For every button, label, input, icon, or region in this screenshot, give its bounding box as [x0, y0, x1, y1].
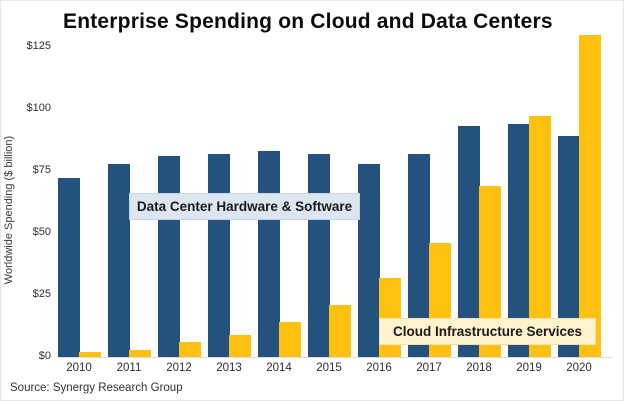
- x-tick-2016: 2016: [366, 362, 392, 374]
- bar-cloud-2011: [129, 350, 151, 357]
- x-tick-2019: 2019: [516, 362, 542, 374]
- series-label-cloud-text: Cloud Infrastructure Services: [392, 324, 583, 339]
- x-tick-2014: 2014: [266, 362, 292, 374]
- y-tick-0: $0: [38, 350, 51, 362]
- plot-area: [58, 20, 612, 358]
- bar-cloud-2014: [279, 322, 301, 357]
- y-tick-100: $100: [26, 102, 51, 114]
- bar-cloud-2012: [179, 342, 201, 357]
- y-tick-75: $75: [32, 164, 51, 176]
- bar-datacenter-2012: [158, 156, 180, 357]
- bar-datacenter-2010: [58, 178, 80, 357]
- bar-cloud-2013: [229, 335, 251, 357]
- y-tick-25: $25: [32, 288, 51, 300]
- bar-datacenter-2018: [458, 126, 480, 357]
- x-tick-2017: 2017: [416, 362, 442, 374]
- bar-cloud-2015: [329, 305, 351, 357]
- bar-datacenter-2015: [308, 154, 330, 357]
- bar-datacenter-2013: [208, 154, 230, 357]
- x-tick-2012: 2012: [166, 362, 192, 374]
- bar-datacenter-2011: [108, 164, 130, 357]
- series-label-data-center-text: Data Center Hardware & Software: [136, 199, 353, 214]
- series-label-cloud: Cloud Infrastructure Services: [379, 318, 596, 345]
- chart-title: Enterprise Spending on Cloud and Data Ce…: [63, 10, 553, 33]
- bar-cloud-2018: [479, 186, 501, 357]
- x-tick-2020: 2020: [566, 362, 592, 374]
- bar-datacenter-2020: [558, 136, 580, 357]
- bar-datacenter-2014: [258, 151, 280, 357]
- y-axis-label: Worldwide Spending ($ billion): [3, 135, 15, 285]
- bar-cloud-2019: [529, 116, 551, 357]
- bar-datacenter-2019: [508, 124, 530, 357]
- x-tick-2013: 2013: [216, 362, 242, 374]
- bar-datacenter-2017: [408, 154, 430, 357]
- x-tick-2015: 2015: [316, 362, 342, 374]
- bar-cloud-2010: [79, 352, 101, 357]
- bar-cloud-2020: [579, 35, 601, 357]
- bar-datacenter-2016: [358, 164, 380, 357]
- series-label-data-center: Data Center Hardware & Software: [129, 193, 360, 220]
- y-tick-50: $50: [32, 226, 51, 238]
- x-tick-2018: 2018: [466, 362, 492, 374]
- source-note: Source: Synergy Research Group: [10, 382, 183, 394]
- y-tick-125: $125: [26, 40, 51, 52]
- x-tick-2011: 2011: [116, 362, 142, 374]
- x-tick-2010: 2010: [66, 362, 92, 374]
